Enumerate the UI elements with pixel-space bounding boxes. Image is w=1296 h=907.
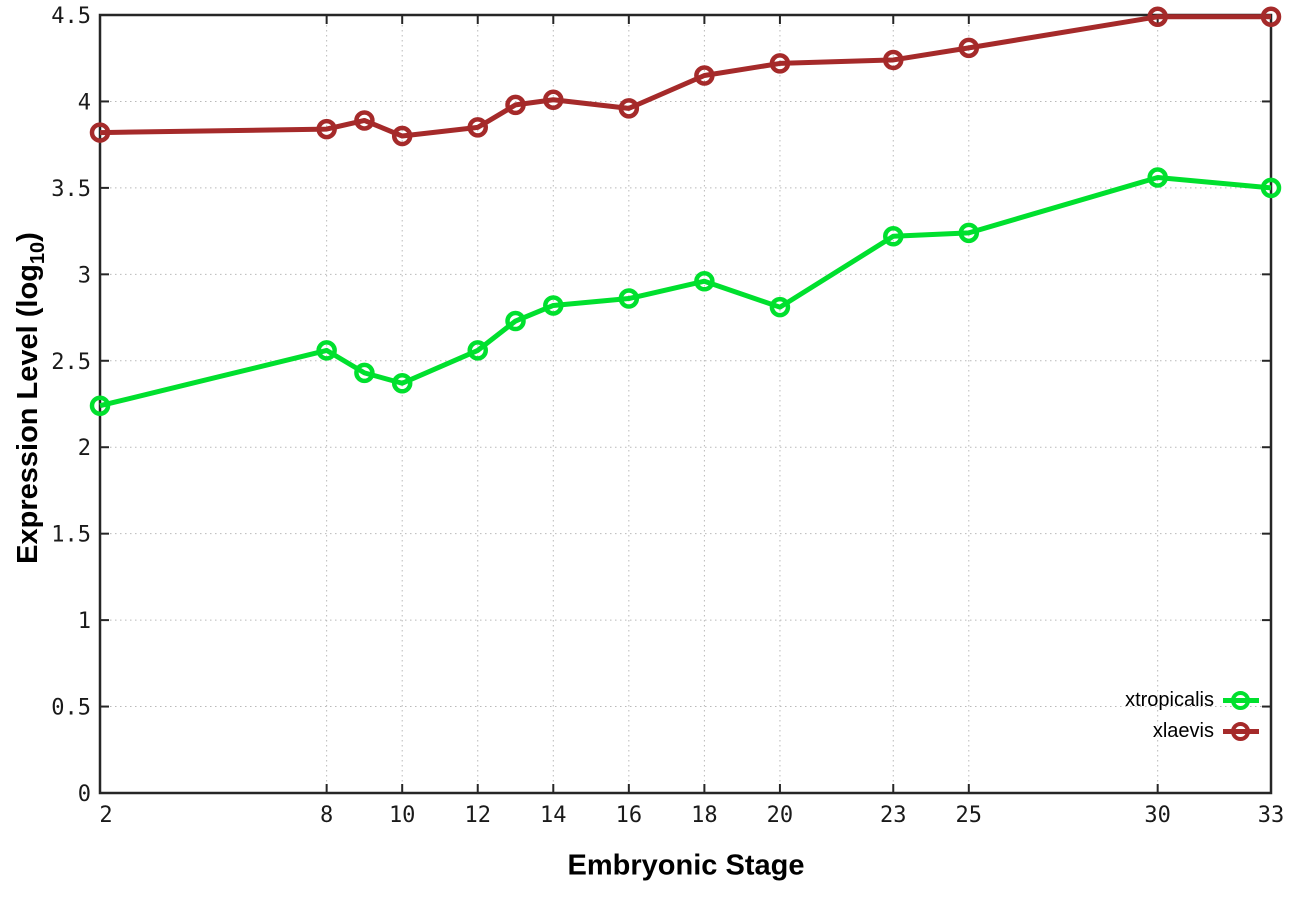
data-point-xtropicalis (354, 362, 375, 384)
legend-item-xlaevis: xlaevis (1153, 716, 1259, 747)
legend-label-xlaevis: xlaevis (1152, 720, 1214, 742)
x-tick-label: 18 (691, 803, 718, 828)
data-point-xtropicalis (316, 340, 337, 361)
x-tick-label: 20 (767, 803, 794, 828)
data-point-xlaevis (89, 122, 111, 143)
data-point-xtropicalis (391, 373, 413, 394)
data-point-xlaevis (467, 117, 488, 138)
data-point-xtropicalis (89, 395, 111, 416)
xtropicalis-marker-icon (1223, 688, 1259, 714)
x-tick-label: 25 (956, 803, 983, 828)
data-point-xlaevis (883, 49, 904, 71)
data-point-xlaevis (391, 125, 413, 147)
y-tick-label: 4.5 (51, 4, 91, 29)
x-tick-label: 14 (540, 803, 567, 828)
y-tick-label: 1.5 (51, 523, 91, 548)
data-point-xtropicalis (769, 296, 791, 318)
y-axis-title-close: ) (12, 232, 45, 242)
x-tick-label: 12 (464, 803, 491, 828)
data-point-xtropicalis (1260, 177, 1282, 199)
y-tick-label: 3.5 (51, 177, 91, 202)
y-axis-title: Expression Level (log10) (12, 232, 50, 564)
y-tick-label: 2.5 (51, 350, 91, 375)
y-tick-label: 0.5 (51, 696, 91, 721)
data-point-xtropicalis (543, 295, 564, 316)
x-tick-label: 30 (1144, 803, 1171, 828)
y-axis-title-text: Expression Level (log (12, 264, 45, 564)
legend-label-xtropicalis: xtropicalis (1125, 689, 1214, 711)
xtropicalis-key-ring (1231, 690, 1250, 710)
x-tick-label: 33 (1258, 803, 1285, 828)
data-point-xtropicalis (618, 288, 640, 309)
data-point-xtropicalis (1147, 167, 1168, 188)
y-axis-title-subscript: 10 (26, 241, 49, 265)
y-tick-label: 2 (78, 436, 91, 461)
data-point-xtropicalis (958, 222, 980, 244)
data-point-xlaevis (316, 118, 337, 140)
data-point-xlaevis (1147, 6, 1168, 27)
legend: xtropicalis xlaevis (1125, 685, 1259, 747)
x-tick-label: 8 (320, 803, 333, 828)
y-tick-label: 1 (78, 609, 91, 634)
data-point-xlaevis (1260, 6, 1282, 27)
xlaevis-marker-icon (1223, 719, 1259, 745)
data-point-xtropicalis (467, 340, 488, 361)
x-axis-title: Embryonic Stage (567, 849, 805, 882)
data-point-xlaevis (958, 37, 980, 59)
y-tick-label: 3 (78, 263, 91, 288)
xlaevis-key-ring (1231, 721, 1250, 741)
x-tick-label: 2 (99, 803, 112, 828)
data-point-xtropicalis (694, 270, 715, 292)
data-point-xtropicalis (883, 226, 904, 247)
data-point-xlaevis (694, 65, 715, 86)
x-tick-label: 16 (616, 803, 643, 828)
data-point-xlaevis (505, 94, 526, 116)
series-line-xlaevis (99, 14, 1271, 139)
y-tick-label: 4 (78, 90, 91, 115)
data-point-xtropicalis (505, 310, 526, 332)
x-tick-label: 10 (389, 803, 416, 828)
y-tick-label: 0 (78, 782, 91, 807)
x-tick-label: 23 (880, 803, 907, 828)
data-point-xlaevis (769, 53, 791, 74)
data-point-xlaevis (543, 89, 564, 110)
legend-item-xtropicalis: xtropicalis (1125, 685, 1259, 716)
series-line-xtropicalis (99, 175, 1272, 409)
data-point-xlaevis (618, 98, 640, 119)
data-point-xlaevis (354, 110, 375, 131)
